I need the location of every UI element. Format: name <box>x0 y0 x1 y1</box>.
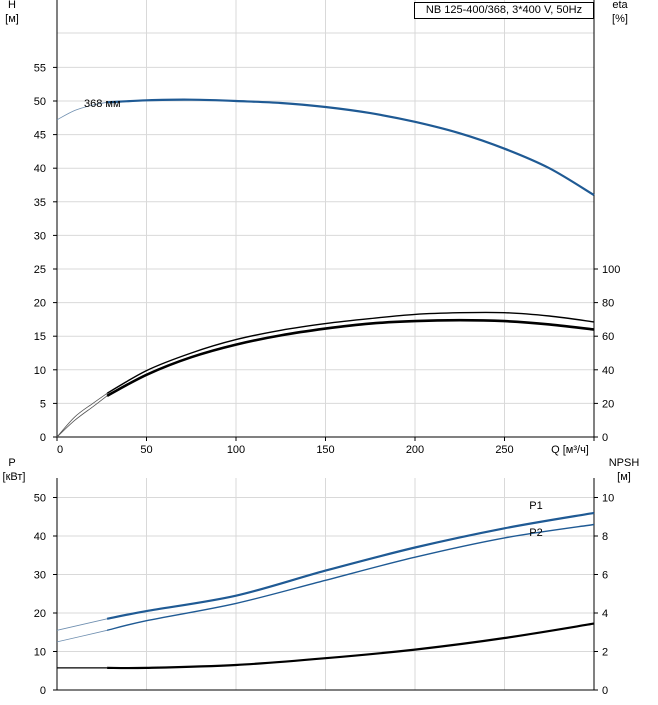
y-axis-label-right-unit: [%] <box>612 13 628 25</box>
y-tick-label-right-bottom: 6 <box>602 570 608 582</box>
y-tick-label-left-bottom: 40 <box>34 531 46 543</box>
series-line-bottom-0 <box>106 511 595 620</box>
series-line-0 <box>107 98 595 197</box>
y-tick-label-right: 60 <box>602 331 614 343</box>
y-axis-label-right-symbol: eta <box>612 0 628 11</box>
y-tick-label-left: 25 <box>34 264 46 276</box>
y-tick-label-left-bottom: 0 <box>40 685 46 697</box>
series-label-p2: P2 <box>529 527 542 539</box>
x-tick-label: 100 <box>227 444 245 456</box>
y-tick-label-right-bottom: 2 <box>602 647 608 659</box>
y-tick-label-right: 80 <box>602 298 614 310</box>
y-axis-label-left-bottom-symbol: P <box>8 457 15 469</box>
y-axis-label-right-bottom-unit: [м] <box>617 471 631 483</box>
y-axis-label-left-unit: [м] <box>5 13 19 25</box>
y-tick-label-left: 5 <box>40 398 46 410</box>
y-axis-label-left-symbol: H <box>8 0 16 11</box>
y-tick-label-right-bottom: 10 <box>602 493 614 505</box>
series-line-bottom-1 <box>106 523 595 631</box>
x-tick-label: 200 <box>406 444 424 456</box>
y-tick-label-left-bottom: 10 <box>34 647 46 659</box>
y-axis-label-left-bottom-unit: [кВт] <box>3 471 26 483</box>
y-axis-label-right-bottom-symbol: NPSH <box>609 457 640 469</box>
series-label-368: 368 мм <box>84 98 121 110</box>
y-tick-label-left: 15 <box>34 331 46 343</box>
y-tick-label-left: 35 <box>34 197 46 209</box>
y-tick-label-right-bottom: 0 <box>602 685 608 697</box>
x-axis-label: Q [м³/ч] <box>551 444 589 456</box>
y-tick-label-right: 0 <box>602 432 608 444</box>
y-tick-label-left: 20 <box>34 298 46 310</box>
y-tick-label-left-bottom: 20 <box>34 608 46 620</box>
y-tick-label-left: 30 <box>34 230 46 242</box>
y-tick-label-left-bottom: 50 <box>34 493 46 505</box>
x-tick-label: 150 <box>316 444 334 456</box>
series-line-2 <box>106 311 595 394</box>
series-line-extrapolated-bottom-1 <box>56 629 108 643</box>
chart-title: NB 125-400/368, 3*400 V, 50Hz <box>414 2 594 19</box>
y-tick-label-right-bottom: 4 <box>602 608 608 620</box>
y-tick-label-left-bottom: 30 <box>34 570 46 582</box>
series-label-p1: P1 <box>529 500 542 512</box>
series-line-extrapolated-bottom-0 <box>56 618 108 631</box>
y-tick-label-right-bottom: 8 <box>602 531 608 543</box>
y-tick-label-right: 100 <box>602 264 620 276</box>
x-tick-label: 250 <box>495 444 513 456</box>
y-tick-label-left: 50 <box>34 96 46 108</box>
series-line-extrapolated-0 <box>56 101 108 121</box>
x-tick-label: 0 <box>57 444 63 456</box>
y-tick-label-left: 40 <box>34 163 46 175</box>
y-tick-label-left: 55 <box>34 62 46 74</box>
series-line-extrapolated-2 <box>56 392 108 438</box>
series-line-1 <box>106 318 595 397</box>
y-tick-label-right: 40 <box>602 365 614 377</box>
series-line-bottom-2 <box>107 622 595 670</box>
x-tick-label: 50 <box>140 444 152 456</box>
y-tick-label-left: 0 <box>40 432 46 444</box>
y-tick-label-left: 45 <box>34 130 46 142</box>
y-tick-label-left: 10 <box>34 365 46 377</box>
series-line-extrapolated-1 <box>56 395 108 438</box>
y-tick-label-right: 20 <box>602 398 614 410</box>
